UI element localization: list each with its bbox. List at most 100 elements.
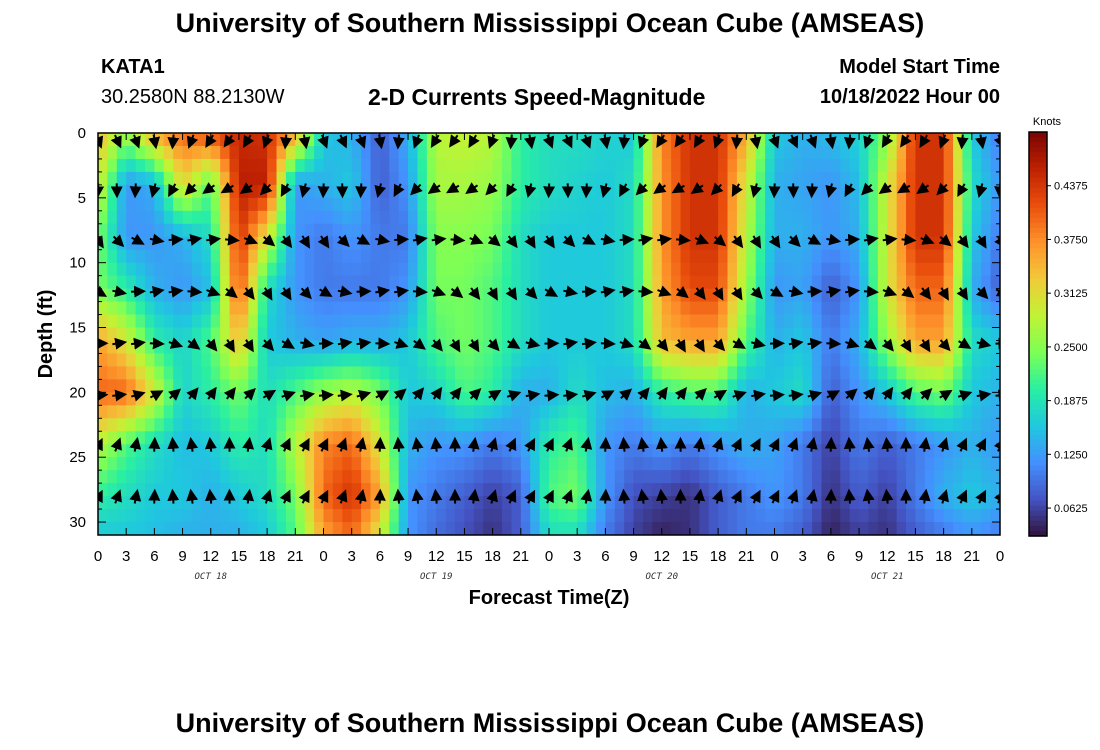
current-direction-arrow-icon [467,488,480,504]
current-direction-arrow-icon [375,285,391,298]
heatmap-cell [314,470,325,484]
heatmap-cell [567,418,578,432]
heatmap-cell [689,184,700,199]
heatmap-cell [257,457,268,471]
heatmap-cell [877,470,888,484]
heatmap-cell [361,457,372,471]
heatmap-cell [285,262,296,277]
heatmap-cell [680,444,691,458]
current-direction-arrow-icon [655,436,668,452]
heatmap-cell [605,301,616,316]
heatmap-cell [943,379,954,393]
heatmap-cell [116,353,127,368]
heatmap-cell [492,223,503,238]
colorbar-swatch [1029,435,1047,441]
heatmap-cell [455,353,466,368]
heatmap-cell [708,210,719,225]
heatmap-cell [351,379,362,393]
heatmap-cell [755,145,766,160]
heatmap-cell [464,366,475,380]
heatmap-cell [257,249,268,264]
heatmap-cell [520,249,531,264]
heatmap-cell [473,145,484,160]
heatmap-cell [408,327,419,342]
heatmap-cell [445,418,456,432]
heatmap-cell [633,223,644,238]
heatmap-cell [98,431,108,445]
heatmap-cell [896,327,907,342]
current-direction-arrow-icon [412,285,428,298]
heatmap-cell [708,418,719,432]
heatmap-cell [295,353,306,368]
heatmap-cell [633,171,644,186]
heatmap-cell [163,145,174,160]
heatmap-cell [361,184,372,199]
heatmap-cell [605,431,616,445]
heatmap-cell [182,275,193,290]
heatmap-cell [229,457,240,471]
colorbar-swatch [1029,404,1047,411]
colorbar-swatch [1029,157,1047,163]
heatmap-cell [906,418,917,432]
heatmap-cell [257,405,268,419]
heatmap-cell [201,249,212,264]
heatmap-cell [652,275,663,290]
heatmap-cell [614,444,625,458]
heatmap-cell [652,444,663,458]
heatmap-cell [154,405,165,419]
heatmap-cell [746,483,757,497]
heatmap-cell [802,249,813,264]
heatmap-cell [408,392,419,406]
heatmap-cell [549,197,559,212]
current-direction-arrow-icon [900,387,913,401]
heatmap-cell [859,522,870,535]
heatmap-cell [689,223,700,238]
heatmap-cell [389,470,400,484]
heatmap-cell [238,301,249,316]
heatmap-cell [163,340,174,355]
heatmap-cell [567,262,578,277]
heatmap-cell [135,366,146,380]
heatmap-cell [642,457,653,471]
heatmap-cell [614,145,625,160]
heatmap-cell [135,405,146,419]
current-direction-arrow-icon [110,437,122,452]
heatmap-cell [163,444,174,458]
heatmap-cell [210,262,221,277]
heatmap-cell [962,327,973,342]
heatmap-cell [154,340,165,355]
heatmap-cell [304,418,315,432]
heatmap-cell [849,457,860,471]
heatmap-cell [671,301,682,316]
current-direction-arrow-icon [768,437,780,452]
heatmap-cell [201,353,212,368]
heatmap-cell [408,314,419,329]
heatmap-cell [981,431,992,445]
heatmap-cell [295,171,306,186]
heatmap-cell [116,314,127,329]
heatmap-cell [370,444,381,458]
heatmap-cell [389,236,400,251]
heatmap-cell [915,249,926,264]
heatmap-cell [793,444,804,458]
heatmap-cell [323,133,334,147]
heatmap-cell [661,210,672,225]
heatmap-cell [107,405,118,419]
heatmap-cell [408,275,419,290]
heatmap-cell [633,262,644,277]
heatmap-cell [859,470,870,484]
heatmap-cell [765,418,776,432]
heatmap-cell [708,158,719,173]
heatmap-cell [652,470,663,484]
heatmap-cell [642,275,653,290]
heatmap-cell [351,457,362,471]
heatmap-cell [351,483,362,497]
heatmap-cell [642,145,653,160]
heatmap-cell [191,314,202,329]
heatmap-cell [483,470,494,484]
heatmap-cell [765,522,776,535]
heatmap-cell [116,327,127,342]
current-direction-arrow-icon [787,489,799,504]
heatmap-cell [182,496,193,510]
heatmap-cell [558,509,569,523]
